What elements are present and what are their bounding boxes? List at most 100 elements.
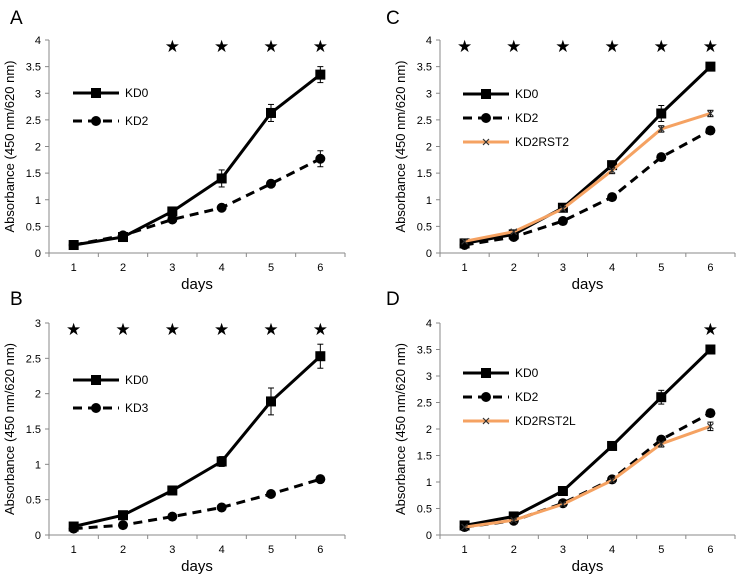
y-tick-label: 1.5	[417, 451, 432, 463]
legend-label: KD0	[515, 87, 539, 101]
legend-marker	[91, 403, 101, 413]
y-tick-label: 0.5	[26, 221, 41, 233]
significance-star: ★	[263, 37, 278, 56]
legend-marker	[481, 89, 491, 99]
data-point	[557, 486, 568, 497]
series-line	[464, 424, 711, 529]
y-tick-label: 0.5	[417, 221, 432, 233]
data-point	[167, 206, 178, 217]
series-line	[464, 129, 712, 247]
y-tick-label: 2.5	[417, 115, 432, 127]
data-point	[118, 520, 128, 531]
data-point	[657, 440, 665, 448]
y-tick-label: 0.5	[417, 504, 432, 516]
data-point	[68, 523, 79, 534]
x-tick-label: 6	[707, 262, 713, 274]
data-point	[557, 216, 568, 227]
y-tick-label: 4	[35, 35, 41, 47]
series-line	[73, 157, 322, 247]
x-tick-label: 2	[511, 262, 517, 274]
legend-entry-kd0: KD0	[463, 87, 539, 101]
legend-marker	[482, 417, 490, 425]
legend-entry-kd2rst2l: KD2RST2L	[463, 414, 576, 428]
data-point	[608, 476, 616, 484]
legend-label: KD0	[125, 86, 149, 100]
x-tick-label: 2	[120, 262, 126, 274]
y-tick-label: 3.5	[417, 345, 432, 357]
y-axis-label: Absorbance (450 nm/620 nm)	[393, 343, 408, 515]
x-tick-label: 3	[169, 544, 175, 556]
x-tick-label: 4	[609, 544, 615, 556]
data-point	[216, 502, 227, 513]
data-point	[705, 61, 716, 72]
significance-star: ★	[555, 37, 570, 56]
y-tick-label: 1	[35, 459, 41, 471]
x-tick-label: 2	[511, 544, 517, 556]
panel-letter-a: A	[10, 8, 23, 29]
x-tick-label: 5	[658, 262, 664, 274]
x-tick-label: 4	[609, 262, 615, 274]
data-point	[216, 456, 227, 467]
data-point	[656, 152, 667, 163]
x-tick-label: 1	[462, 262, 468, 274]
x-tick-label: 6	[317, 544, 323, 556]
significance-star: ★	[263, 320, 278, 339]
data-point	[315, 69, 326, 80]
significance-star: ★	[165, 37, 180, 56]
legend-marker	[91, 375, 101, 385]
x-tick-label: 6	[707, 544, 713, 556]
significance-star: ★	[115, 320, 130, 339]
y-tick-label: 1	[35, 195, 41, 207]
x-tick-label: 4	[219, 544, 225, 556]
data-point	[656, 392, 667, 403]
x-axis-label: days	[181, 558, 213, 575]
data-point	[706, 110, 714, 117]
legend-entry-kd2: KD2	[463, 390, 539, 404]
x-tick-label: 6	[317, 262, 323, 274]
significance-star: ★	[66, 320, 81, 339]
y-tick-label: 2.5	[417, 398, 432, 410]
data-point	[315, 474, 326, 485]
data-point	[657, 125, 665, 133]
data-point	[266, 396, 276, 407]
data-point	[167, 485, 178, 496]
significance-star: ★	[313, 320, 328, 339]
x-tick-label: 4	[219, 262, 225, 274]
series-line	[464, 348, 712, 527]
significance-star: ★	[506, 37, 521, 56]
y-tick-label: 0	[35, 248, 41, 260]
y-tick-label: 2	[426, 142, 432, 154]
legend-entry-kd0: KD0	[73, 86, 149, 100]
series-kd0	[68, 343, 326, 532]
y-axis-label: Absorbance (450 nm/620 nm)	[2, 61, 17, 233]
legend-entry-kd0: KD0	[73, 373, 149, 387]
data-point	[705, 344, 716, 355]
data-point	[216, 173, 227, 184]
series-kd2rst2	[461, 109, 714, 245]
x-tick-label: 5	[268, 262, 274, 274]
y-tick-label: 2.5	[26, 353, 41, 365]
y-tick-label: 3	[35, 318, 41, 330]
series-kd2rst2l	[461, 421, 714, 531]
series-kd2	[68, 150, 326, 251]
y-tick-label: 2	[35, 142, 41, 154]
data-point	[315, 153, 326, 164]
legend-marker	[91, 88, 101, 98]
series-line	[464, 65, 712, 245]
significance-star: ★	[457, 37, 472, 56]
x-tick-label: 5	[268, 544, 274, 556]
x-tick-label: 2	[120, 544, 126, 556]
legend-marker	[481, 392, 491, 402]
y-tick-label: 4	[426, 318, 432, 330]
significance-star: ★	[654, 37, 669, 56]
legend-marker	[481, 368, 491, 378]
legend-entry-kd2: KD2	[463, 111, 539, 125]
y-tick-label: 0	[35, 530, 41, 542]
data-point	[167, 214, 178, 225]
x-tick-label: 1	[71, 544, 77, 556]
x-tick-label: 3	[560, 262, 566, 274]
y-tick-label: 3	[35, 88, 41, 100]
y-tick-label: 1	[426, 195, 432, 207]
data-point	[559, 500, 567, 508]
